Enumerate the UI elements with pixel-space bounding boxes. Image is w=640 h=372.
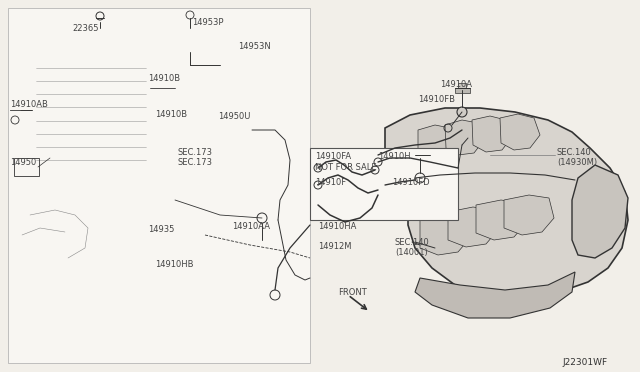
Text: SEC.173: SEC.173 <box>178 148 213 157</box>
Polygon shape <box>220 55 255 85</box>
Text: 14910FB: 14910FB <box>418 95 455 104</box>
Text: 14950U: 14950U <box>218 112 250 121</box>
Text: FRONT: FRONT <box>338 288 367 297</box>
Text: (14001): (14001) <box>395 248 428 257</box>
Polygon shape <box>504 195 554 235</box>
Text: 14910A: 14910A <box>440 80 472 89</box>
Text: 14910FA: 14910FA <box>315 152 351 161</box>
Text: 22365: 22365 <box>72 24 99 33</box>
Polygon shape <box>218 118 252 145</box>
Text: SEC.173: SEC.173 <box>178 158 213 167</box>
Polygon shape <box>385 108 628 298</box>
Text: 14910B: 14910B <box>155 110 187 119</box>
Circle shape <box>457 107 467 117</box>
Text: 14910FD: 14910FD <box>392 178 429 187</box>
Polygon shape <box>415 272 575 318</box>
Text: 14953P: 14953P <box>192 18 223 27</box>
Polygon shape <box>472 116 512 152</box>
Text: 14910AB: 14910AB <box>10 100 48 109</box>
Text: 14953N: 14953N <box>238 42 271 51</box>
Text: 14910HB: 14910HB <box>155 260 193 269</box>
Text: 14910F: 14910F <box>315 178 346 187</box>
Polygon shape <box>445 120 484 155</box>
Text: SEC.140: SEC.140 <box>557 148 592 157</box>
Polygon shape <box>155 148 175 158</box>
Polygon shape <box>57 168 87 183</box>
Polygon shape <box>476 200 526 240</box>
Polygon shape <box>14 182 112 270</box>
Polygon shape <box>455 88 470 93</box>
Polygon shape <box>572 165 628 258</box>
Text: 14912M: 14912M <box>318 242 351 251</box>
Polygon shape <box>175 118 205 140</box>
Polygon shape <box>32 60 150 168</box>
Polygon shape <box>448 207 498 247</box>
Text: 14910H: 14910H <box>378 152 411 161</box>
Text: J22301WF: J22301WF <box>562 358 607 367</box>
Bar <box>310 148 458 220</box>
Text: (14930M): (14930M) <box>557 158 597 167</box>
Polygon shape <box>178 28 208 52</box>
Polygon shape <box>420 215 470 255</box>
Text: 14910B: 14910B <box>148 74 180 83</box>
Polygon shape <box>458 83 466 92</box>
Bar <box>8 8 310 363</box>
Text: NOT FOR SALE: NOT FOR SALE <box>315 163 376 172</box>
Polygon shape <box>500 114 540 150</box>
Polygon shape <box>150 78 175 105</box>
Polygon shape <box>88 28 118 52</box>
Polygon shape <box>418 125 455 160</box>
Polygon shape <box>155 162 175 172</box>
Polygon shape <box>24 95 32 115</box>
Text: 14910HA: 14910HA <box>318 222 356 231</box>
Text: 14910AA: 14910AA <box>232 222 270 231</box>
Polygon shape <box>145 185 205 228</box>
Text: 14950: 14950 <box>10 158 36 167</box>
Bar <box>14 158 39 176</box>
Text: SEC.140: SEC.140 <box>395 238 429 247</box>
Text: 14935: 14935 <box>148 225 174 234</box>
Polygon shape <box>10 105 20 116</box>
